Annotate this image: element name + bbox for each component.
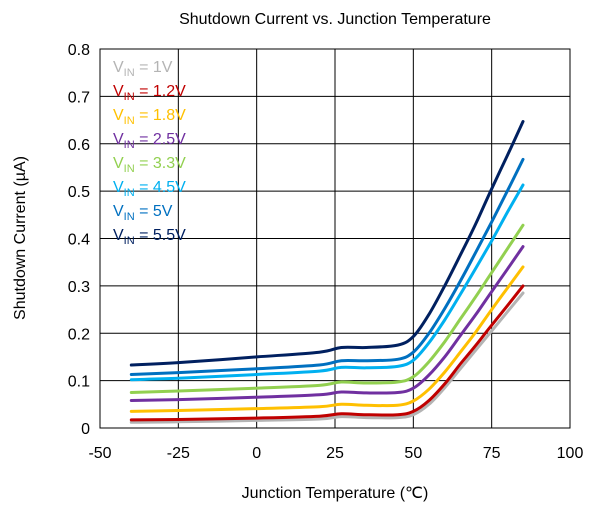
x-tick-label: 50 — [404, 445, 422, 462]
y-tick-label: 0.3 — [68, 279, 90, 296]
series-line-5 — [129, 183, 525, 382]
series-line-4 — [129, 223, 525, 394]
y-tick-label: 0.5 — [68, 184, 90, 201]
series-lines — [129, 120, 525, 424]
y-tick-labels: 0 0.1 0.2 0.3 0.4 0.5 0.6 0.7 0.8 — [68, 42, 90, 438]
series-line-6 — [129, 157, 525, 376]
x-tick-label: -50 — [88, 445, 111, 462]
y-tick-label: 0.7 — [68, 89, 90, 106]
legend-entry-2: VIN = 1.8V — [113, 107, 186, 127]
x-tick-label: 100 — [557, 445, 584, 462]
y-tick-label: 0.2 — [68, 326, 90, 343]
series-line-2 — [129, 265, 525, 413]
x-tick-labels: -50 -25 0 25 50 75 100 — [88, 445, 583, 462]
series-line-1 — [129, 284, 525, 422]
legend-entry-0: VIN = 1V — [113, 59, 173, 79]
legend-entry-1: VIN = 1.2V — [113, 83, 186, 103]
legend: VIN = 1V VIN = 1.2V VIN = 1.8V VIN = 2.5V VI… — [113, 59, 186, 247]
y-tick-label: 0.8 — [68, 42, 90, 59]
y-axis-label: Shutdown Current (µA) — [12, 156, 29, 320]
y-tick-label: 0.4 — [68, 232, 90, 249]
y-tick-label: 0.6 — [68, 137, 90, 154]
series-line-7 — [129, 120, 525, 367]
legend-entry-7: VIN = 5.5V — [113, 227, 186, 247]
x-tick-label: 75 — [483, 445, 501, 462]
legend-entry-5: VIN = 4.5V — [113, 179, 186, 199]
x-tick-label: 0 — [252, 445, 261, 462]
y-tick-label: 0 — [81, 421, 90, 438]
x-tick-label: -25 — [167, 445, 190, 462]
legend-entry-4: VIN = 3.3V — [113, 155, 186, 175]
y-tick-label: 0.1 — [68, 374, 90, 391]
chart-title: Shutdown Current vs. Junction Temperatur… — [179, 11, 491, 28]
plot-frame — [99, 48, 571, 429]
x-axis-label: Junction Temperature (℃) — [242, 485, 429, 502]
x-tick-label: 25 — [326, 445, 344, 462]
legend-entry-3: VIN = 2.5V — [113, 131, 186, 151]
series-line-0 — [129, 291, 525, 424]
legend-entry-6: VIN = 5V — [113, 203, 173, 223]
series-line-3 — [129, 245, 525, 402]
